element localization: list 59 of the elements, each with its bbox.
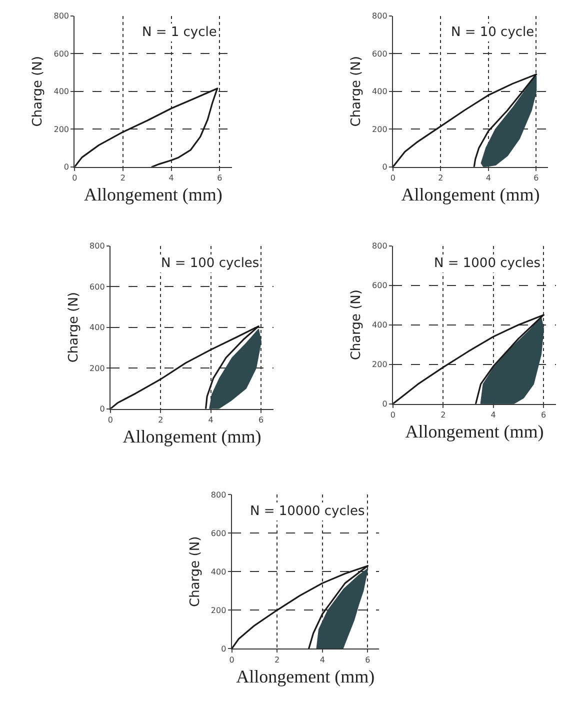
y-tick-label: 600 bbox=[210, 528, 226, 538]
x-tick-label: 4 bbox=[208, 415, 214, 424]
y-tick-label: 0 bbox=[382, 162, 388, 172]
x-tick-label: 2 bbox=[274, 655, 280, 664]
x-tick-label: 2 bbox=[440, 410, 446, 420]
y-tick-label: 800 bbox=[90, 242, 105, 251]
y-tick-label: 400 bbox=[210, 567, 226, 576]
y-tick-label: 200 bbox=[372, 360, 388, 370]
y-axis-title: Charge (N) bbox=[30, 56, 46, 127]
y-tick-label: 600 bbox=[372, 281, 388, 290]
x-tick-label: 4 bbox=[320, 655, 325, 664]
x-tick-label: 6 bbox=[540, 410, 546, 420]
y-tick-label: 0 bbox=[64, 162, 70, 172]
y-axis-title: Charge (N) bbox=[188, 536, 203, 607]
y-tick-label: 400 bbox=[372, 87, 388, 96]
x-tick-label: 2 bbox=[120, 173, 126, 182]
y-axis-title: Charge (N) bbox=[349, 56, 364, 127]
x-axis-title: Allongement (mm) bbox=[401, 184, 540, 205]
annotation: N = 1 cycle bbox=[142, 25, 217, 40]
y-tick-label: 600 bbox=[372, 49, 388, 58]
x-tick-label: 2 bbox=[158, 415, 164, 424]
annotation: N = 100 cycles bbox=[161, 256, 260, 271]
y-tick-label: 800 bbox=[372, 12, 388, 21]
y-tick-label: 200 bbox=[90, 364, 105, 373]
x-axis-title: Allongement (mm) bbox=[122, 426, 262, 446]
x-axis-title: Allongement (mm) bbox=[236, 666, 375, 686]
y-tick-label: 400 bbox=[372, 320, 388, 330]
y-axis-title: Charge (N) bbox=[66, 292, 82, 363]
y-tick-label: 800 bbox=[210, 490, 226, 500]
x-tick-label: 0 bbox=[72, 173, 78, 182]
x-tick-label: 6 bbox=[258, 415, 264, 424]
x-tick-label: 2 bbox=[438, 173, 444, 182]
x-tick-label: 0 bbox=[108, 415, 113, 424]
x-axis-title: Allongement (mm) bbox=[405, 422, 544, 442]
y-tick-label: 600 bbox=[90, 282, 105, 292]
y-tick-label: 800 bbox=[54, 12, 70, 21]
x-tick-label: 6 bbox=[217, 173, 222, 182]
annotation: N = 10 cycle bbox=[451, 25, 534, 40]
y-tick-label: 600 bbox=[54, 49, 70, 58]
y-tick-label: 0 bbox=[221, 644, 226, 654]
x-tick-label: 6 bbox=[534, 173, 539, 182]
annotation: N = 1000 cycles bbox=[434, 256, 541, 271]
y-tick-label: 200 bbox=[54, 124, 70, 134]
x-tick-label: 0 bbox=[229, 655, 234, 664]
x-tick-label: 4 bbox=[490, 410, 496, 420]
x-tick-label: 6 bbox=[365, 655, 370, 664]
annotation: N = 10000 cycles bbox=[250, 504, 365, 519]
x-tick-label: 4 bbox=[168, 173, 174, 182]
x-tick-label: 0 bbox=[390, 410, 396, 420]
y-tick-label: 400 bbox=[90, 323, 105, 332]
x-tick-label: 0 bbox=[390, 173, 396, 182]
y-tick-label: 400 bbox=[54, 87, 70, 96]
y-tick-label: 200 bbox=[372, 124, 388, 134]
y-axis-title: Charge (N) bbox=[349, 290, 364, 360]
y-tick-label: 0 bbox=[382, 400, 388, 409]
x-axis-title: Allongement (mm) bbox=[84, 184, 222, 205]
y-tick-label: 200 bbox=[210, 606, 226, 615]
x-tick-label: 4 bbox=[486, 173, 491, 182]
y-tick-label: 800 bbox=[372, 242, 388, 251]
